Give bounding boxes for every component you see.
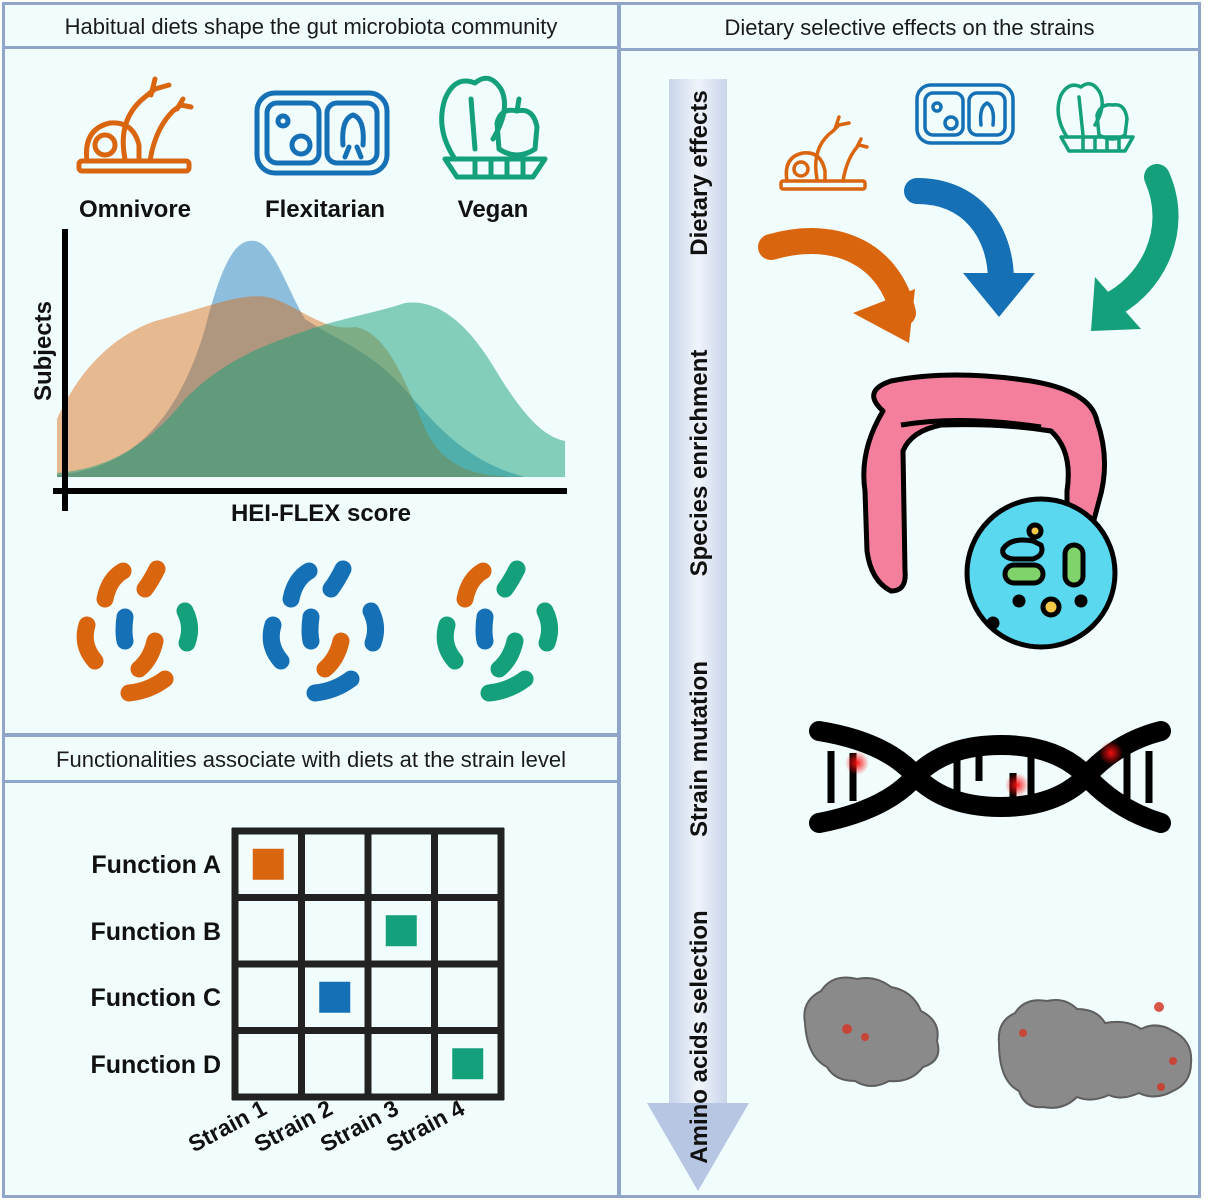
diet-arrow-flexitarian [904, 178, 1035, 317]
vegetables-icon [1056, 82, 1135, 153]
panel-title-functionalities: Functionalities associate with diets at … [5, 737, 617, 783]
association-cell [452, 1048, 484, 1080]
selective-effects-figure: Dietary effects Species enrichment Strai… [647, 79, 1193, 1191]
association-cell [385, 915, 417, 947]
meat-icon [76, 76, 194, 174]
function-label-d: Function D [90, 1051, 221, 1079]
panel-title-habitual: Habitual diets shape the gut microbiota … [5, 5, 617, 49]
x-axis-label: HEI-FLEX score [231, 500, 411, 527]
functionalities-panel: Functionalities associate with diets at … [2, 734, 620, 1198]
diet-arrow-omnivore [758, 228, 916, 343]
selective-effects-panel: Dietary selective effects on the strains… [618, 2, 1201, 1198]
step-label-dietary-effects: Dietary effects [686, 90, 713, 255]
bacteria-cluster-vegan [436, 560, 559, 702]
habitual-diets-panel: Habitual diets shape the gut microbiota … [2, 2, 620, 736]
colon-icon [861, 372, 1107, 594]
bacteria-icon [964, 496, 1118, 650]
function-label-c: Function C [90, 984, 221, 1012]
habitual-diets-figure: Omnivore Flexitarian Vegan Subjects HEI-… [30, 75, 567, 702]
association-cell [319, 981, 351, 1013]
diet-label-flexitarian: Flexitarian [265, 196, 385, 223]
diet-arrow-vegan [1091, 164, 1179, 331]
lunchbox-icon [254, 90, 390, 176]
diet-label-vegan: Vegan [458, 196, 529, 223]
dna-icon [809, 721, 1171, 833]
function-strain-grid-figure: Function A Function B Function C Functio… [90, 827, 505, 1157]
diet-label-omnivore: Omnivore [79, 196, 191, 223]
function-strain-grid [231, 827, 505, 1101]
step-label-species-enrichment: Species enrichment [686, 350, 713, 577]
y-axis-label: Subjects [30, 301, 57, 401]
step-label-strain-mutation: Strain mutation [686, 661, 713, 837]
bacteria-cluster-omnivore [76, 560, 199, 702]
vegetables-icon [439, 75, 548, 180]
panel-title-selective: Dietary selective effects on the strains [621, 5, 1198, 51]
step-label-amino-acids-selection: Amino acids selection [686, 910, 713, 1163]
lunchbox-icon [915, 83, 1015, 145]
bacteria-cluster-flexitarian [262, 560, 385, 702]
amino-acid-highlights [842, 1002, 1177, 1091]
function-label-a: Function A [91, 851, 221, 879]
protein-structure-icon [803, 976, 1193, 1109]
association-cell [252, 848, 284, 880]
process-arrow [647, 79, 749, 1191]
meat-icon [779, 115, 869, 191]
function-label-b: Function B [90, 918, 221, 946]
density-curve-vegan [57, 302, 565, 477]
